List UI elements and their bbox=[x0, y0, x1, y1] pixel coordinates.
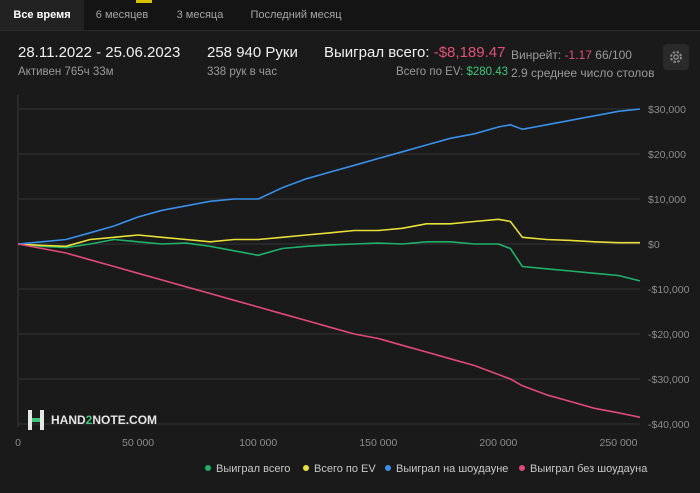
y-tick-label: -$10,000 bbox=[648, 284, 690, 296]
series-line-won bbox=[17, 238, 641, 282]
logo-text: HAND2NOTE.COM bbox=[51, 413, 158, 427]
active-time: Активен 765ч 33м bbox=[18, 66, 114, 78]
won-total: Выиграл всего: -$8,189.47 bbox=[324, 44, 505, 61]
y-tick-label: $20,000 bbox=[648, 149, 686, 161]
settings-button[interactable] bbox=[663, 44, 689, 70]
y-tick-label: -$20,000 bbox=[648, 329, 690, 341]
legend-dot-non-showdown bbox=[519, 465, 525, 472]
hands-per-hour: 338 рук в час bbox=[207, 66, 278, 78]
hand2note-logo: HAND2NOTE.COM bbox=[27, 409, 157, 431]
legend-item-showdown[interactable]: Выиграл на шоудауне bbox=[385, 463, 508, 475]
chart-series bbox=[17, 108, 641, 419]
period-tabs: Все время 6 месяцев 3 месяца Последний м… bbox=[0, 0, 700, 31]
date-range: 28.11.2022 - 25.06.2023 bbox=[18, 44, 181, 61]
legend-item-won[interactable]: Выиграл всего bbox=[205, 463, 290, 475]
winrate-label: Винрейт: bbox=[511, 48, 562, 62]
x-tick-label: 50 000 bbox=[122, 437, 154, 449]
avg-tables: 2.9 среднее число столов bbox=[511, 66, 655, 80]
y-tick-label: $0 bbox=[648, 239, 660, 251]
series-line-non-showdown bbox=[17, 243, 641, 419]
tab-3-months[interactable]: 3 месяца bbox=[176, 9, 224, 21]
winrate-value: -1.17 bbox=[564, 48, 592, 62]
won-label: Выиграл всего: bbox=[324, 44, 430, 61]
tab-indicator bbox=[136, 0, 152, 3]
winrate-sample: 66/100 bbox=[595, 48, 632, 62]
series-line-showdown bbox=[17, 108, 641, 245]
ev-label: Всего по EV: bbox=[396, 66, 464, 78]
legend-dot-ev bbox=[303, 465, 309, 472]
won-value: -$8,189.47 bbox=[433, 44, 506, 61]
hands-count: 258 940 Руки bbox=[207, 44, 298, 61]
legend-item-non-showdown[interactable]: Выиграл без шоудауна bbox=[519, 463, 647, 475]
gear-icon bbox=[670, 51, 682, 63]
legend-dot-showdown bbox=[385, 465, 391, 472]
tab-6-months[interactable]: 6 месяцев bbox=[95, 9, 149, 21]
ev-value: $280.43 bbox=[466, 66, 509, 78]
series-line-ev bbox=[17, 218, 640, 248]
ev-total: Всего по EV: $280.43 bbox=[396, 66, 508, 78]
tab-last-month[interactable]: Последний месяц bbox=[250, 9, 342, 21]
tab-all-time[interactable]: Все время bbox=[0, 0, 84, 30]
y-tick-label: $30,000 bbox=[648, 104, 686, 116]
x-tick-label: 250 000 bbox=[600, 437, 638, 449]
x-tick-label: 100 000 bbox=[239, 437, 277, 449]
x-tick-label: 200 000 bbox=[479, 437, 517, 449]
x-tick-label: 150 000 bbox=[359, 437, 397, 449]
chart-grid bbox=[18, 108, 640, 425]
y-tick-label: -$30,000 bbox=[648, 374, 690, 386]
legend-dot-won bbox=[205, 465, 211, 472]
x-tick-label: 0 bbox=[15, 437, 21, 449]
legend-item-ev[interactable]: Всего по EV bbox=[303, 463, 376, 475]
x-tick-labels: 0 50 000 100 000 150 000 200 000 250 000 bbox=[15, 437, 638, 449]
y-tick-label: $10,000 bbox=[648, 194, 686, 206]
hand2note-logo-icon bbox=[28, 410, 44, 430]
winrate: Винрейт: -1.17 66/100 bbox=[511, 48, 632, 62]
y-tick-label: -$40,000 bbox=[648, 419, 690, 431]
y-tick-labels: $30,000 $20,000 $10,000 $0 -$10,000 -$20,000 -… bbox=[648, 104, 690, 431]
